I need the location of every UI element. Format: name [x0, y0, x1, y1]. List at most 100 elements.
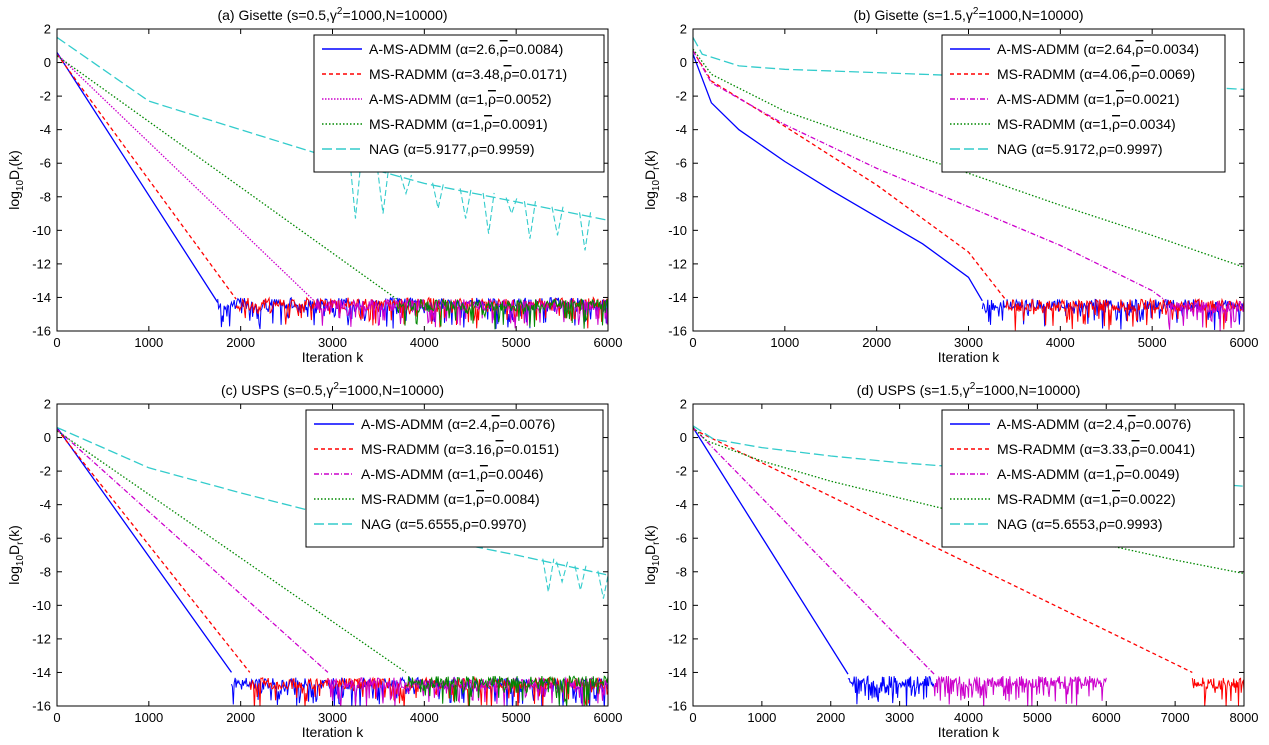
- y-tick-label: -4: [675, 122, 687, 137]
- series-noise-2: [249, 676, 608, 706]
- y-tick-label: -16: [32, 699, 51, 714]
- y-tick-label: -12: [668, 256, 687, 271]
- chart-panel-a: (a) Gisette (s=0.5,γ2=1000,N=10000) 0 1000…: [6, 6, 622, 365]
- x-axis-label: Iteration k: [302, 724, 364, 740]
- y-tick-label: -6: [675, 531, 687, 546]
- plot-area: [693, 37, 1244, 331]
- legend: A-MS-ADMM (α=2.6,ρ=0.0084) MS-RADMM (α=3.…: [313, 34, 605, 173]
- series-spike: [523, 201, 536, 239]
- y-tick-label: 2: [44, 397, 51, 412]
- y-tick-label: -8: [39, 564, 51, 579]
- x-tick-label: 2000: [862, 335, 891, 350]
- chart-panel-d: (d) USPS (s=1.5,γ2=1000,N=10000) 0 1000 200…: [642, 381, 1258, 740]
- x-tick-label: 6000: [594, 710, 623, 725]
- y-tick-label: -4: [39, 122, 51, 137]
- series-spike: [482, 192, 495, 234]
- series-noise-4: [405, 674, 608, 706]
- series-line-3: [693, 427, 935, 675]
- legend-box: [941, 409, 1235, 548]
- y-tick-label: -6: [39, 531, 51, 546]
- y-tick-label: -12: [32, 256, 51, 271]
- series-line-2: [693, 428, 1193, 673]
- y-tick-label: 0: [44, 430, 51, 445]
- series-spike: [349, 161, 362, 219]
- legend-label: A-MS-ADMM (α=1,ρ=0.0046): [361, 466, 544, 482]
- y-tick-label: 2: [680, 22, 687, 37]
- legend-label: A-MS-ADMM (α=2.6,ρ=0.0084): [369, 41, 563, 57]
- x-tick-label: 5000: [502, 710, 531, 725]
- legend-label: A-MS-ADMM (α=1,ρ=0.0052): [369, 91, 552, 107]
- x-tick-label: 5000: [1138, 335, 1167, 350]
- y-tick-label: -8: [39, 189, 51, 204]
- legend-label: A-MS-ADMM (α=2.64,ρ=0.0034): [997, 41, 1199, 57]
- series-noise-4: [396, 298, 608, 330]
- y-tick-label: 2: [44, 22, 51, 37]
- y-axis-label: log10Dr(k): [6, 525, 26, 585]
- y-tick-label: -16: [32, 324, 51, 339]
- y-tick-label: -4: [39, 497, 51, 512]
- series-spike: [574, 565, 587, 591]
- chart-title: (c) USPS (s=0.5,γ2=1000,N=10000): [221, 381, 444, 398]
- chart-title: (a) Gisette (s=0.5,γ2=1000,N=10000): [217, 6, 447, 23]
- legend-label: MS-RADMM (α=3.48,ρ=0.0171): [369, 66, 567, 82]
- y-tick-label: 0: [44, 55, 51, 70]
- legend-label: MS-RADMM (α=1,ρ=0.0022): [997, 491, 1176, 507]
- series-line-1: [57, 427, 233, 673]
- legend-label: MS-RADMM (α=1,ρ=0.0034): [997, 116, 1176, 132]
- y-axis-label: log10Dr(k): [642, 525, 662, 585]
- y-tick-label: -16: [668, 324, 687, 339]
- series-spike: [459, 188, 472, 219]
- x-tick-label: 4000: [410, 710, 439, 725]
- y-tick-label: 0: [680, 430, 687, 445]
- chart-title: (d) USPS (s=1.5,γ2=1000,N=10000): [857, 381, 1081, 398]
- legend-label: NAG (α=5.9177,ρ=0.9959): [369, 141, 535, 157]
- y-tick-label: 2: [680, 397, 687, 412]
- x-tick-label: 4000: [1046, 335, 1075, 350]
- y-tick-label: -2: [675, 464, 687, 479]
- legend-box: [305, 409, 604, 548]
- x-tick-label: 6000: [594, 335, 623, 350]
- x-tick-label: 1000: [747, 710, 776, 725]
- x-tick-label: 8000: [1230, 710, 1259, 725]
- x-tick-label: 0: [53, 335, 60, 350]
- legend-label: MS-RADMM (α=4.06,ρ=0.0069): [997, 66, 1195, 82]
- series-line-4: [693, 427, 1244, 575]
- legend-label: A-MS-ADMM (α=1,ρ=0.0021): [997, 91, 1180, 107]
- series-line-2: [693, 50, 1006, 300]
- x-tick-label: 6000: [1230, 335, 1259, 350]
- x-tick-label: 2000: [226, 335, 255, 350]
- x-tick-label: 0: [53, 710, 60, 725]
- chart-title: (b) Gisette (s=1.5,γ2=1000,N=10000): [853, 6, 1083, 23]
- series-line-4: [57, 430, 407, 673]
- x-tick-label: 4000: [954, 710, 983, 725]
- series-spike: [597, 570, 608, 599]
- series-noise-1: [847, 675, 935, 706]
- series-spike: [578, 212, 592, 251]
- chart-panel-b: (b) Gisette (s=1.5,γ2=1000,N=10000) 0 1000…: [642, 6, 1258, 365]
- y-axis-label: log10Dr(k): [642, 150, 662, 210]
- plot-area: [57, 36, 608, 330]
- series-noise-3: [1165, 300, 1244, 331]
- series-line-1: [693, 427, 849, 675]
- x-tick-label: 6000: [1092, 710, 1121, 725]
- x-tick-label: 5000: [502, 335, 531, 350]
- y-axis-label: log10Dr(k): [6, 150, 26, 210]
- y-tick-label: -16: [668, 699, 687, 714]
- plot-area: [693, 425, 1244, 706]
- series-noise-2: [1191, 677, 1244, 706]
- series-line-5: [57, 36, 608, 221]
- series-line-5: [57, 426, 608, 576]
- x-tick-label: 0: [689, 710, 696, 725]
- legend-box: [941, 34, 1226, 173]
- x-tick-label: 4000: [410, 335, 439, 350]
- x-tick-label: 2000: [226, 710, 255, 725]
- series-noise-3: [313, 297, 608, 329]
- legend-label: MS-RADMM (α=3.16,ρ=0.0151): [361, 441, 559, 457]
- series-spike: [551, 206, 564, 236]
- plot-area: [57, 426, 608, 706]
- series-line-1: [57, 52, 219, 303]
- y-tick-label: -6: [39, 156, 51, 171]
- x-tick-label: 5000: [1023, 710, 1052, 725]
